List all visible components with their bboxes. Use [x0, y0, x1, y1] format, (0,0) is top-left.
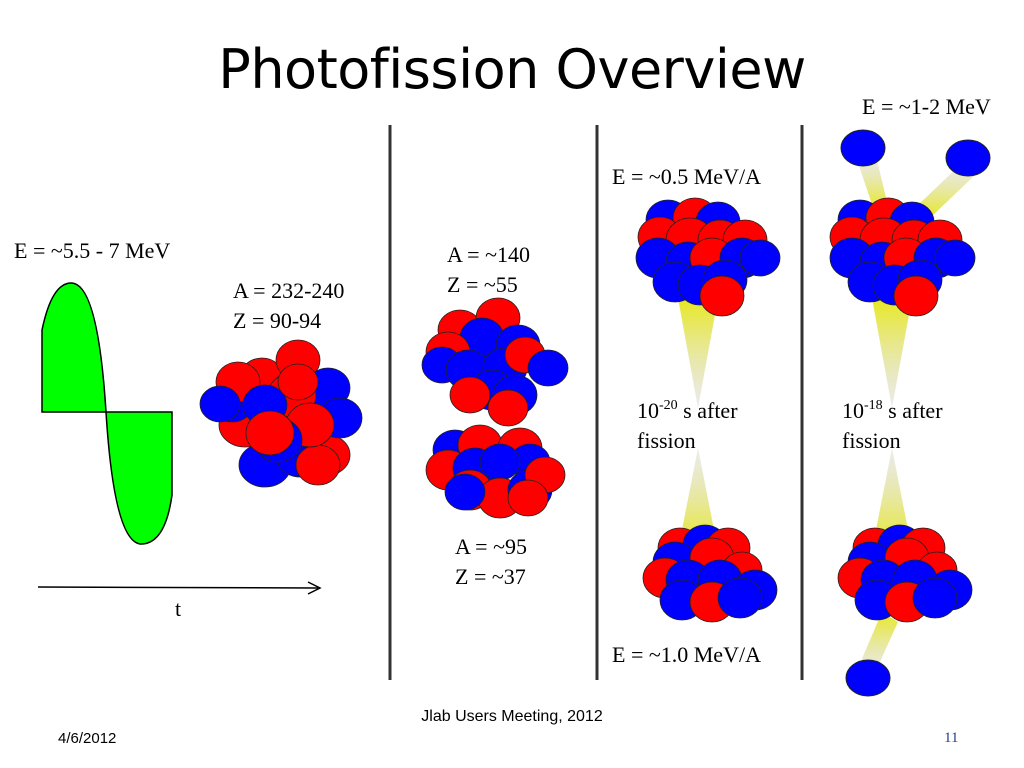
time-label-late: 10-18 s after — [842, 398, 943, 423]
target-charge-label: Z = 90-94 — [233, 308, 321, 333]
proton-sphere — [245, 410, 295, 456]
proton-sphere — [295, 444, 341, 486]
proton-sphere — [893, 275, 939, 317]
light-mass-label: A = ~95 — [455, 534, 527, 559]
heavy-fragment-late — [829, 197, 976, 317]
time-label-late-exponent: -18 — [864, 398, 883, 413]
footer-page-number: 11 — [944, 730, 959, 746]
neutron-trail-3 — [858, 612, 898, 675]
proton-sphere — [699, 275, 745, 317]
proton-sphere — [487, 389, 529, 427]
neutron-sphere — [934, 239, 976, 277]
neutron-trail-2 — [918, 165, 975, 218]
heavy-fragment-early — [635, 197, 781, 317]
emission-cone-2 — [678, 448, 718, 550]
neutron-sphere — [527, 349, 569, 387]
neutron-sphere — [912, 577, 958, 619]
time-axis-label: t — [175, 596, 181, 621]
heavy-mass-label: A = ~140 — [447, 242, 530, 267]
time-label-early: 10-20 s after — [637, 398, 738, 423]
neutron-sphere — [717, 577, 763, 619]
time-label-early-tail: s after — [678, 398, 739, 423]
neutron-sphere — [199, 385, 241, 423]
neutron-energy-label: E = ~1-2 MeV — [862, 94, 991, 119]
time-label-late-base: 10 — [842, 398, 864, 423]
time-label-early-exponent: -20 — [659, 398, 678, 413]
emission-cone-3 — [872, 298, 912, 408]
light-charge-label: Z = ~37 — [455, 564, 526, 589]
time-label-early-line2: fission — [637, 428, 696, 453]
proton-sphere — [277, 363, 319, 401]
time-label-late-tail: s after — [883, 398, 944, 423]
slide-title: Photofission Overview — [218, 38, 806, 101]
footer-event: Jlab Users Meeting, 2012 — [421, 708, 603, 725]
time-arrow — [37, 581, 322, 595]
proton-sphere — [449, 376, 491, 414]
emission-cone-1 — [678, 298, 718, 408]
light-fragment-late — [837, 524, 973, 623]
splitting-nucleus-lower — [425, 424, 566, 519]
emission-cone-4 — [872, 448, 912, 550]
heavy-charge-label: Z = ~55 — [447, 272, 518, 297]
neutron-sphere — [479, 443, 521, 481]
emitted-neutron-3 — [845, 659, 891, 697]
time-label-late-line2: fission — [842, 428, 901, 453]
time-label-early-base: 10 — [637, 398, 659, 423]
neutron-sphere — [444, 473, 486, 511]
splitting-nucleus-upper — [421, 297, 569, 427]
neutron-sphere — [739, 239, 781, 277]
target-nucleus — [199, 339, 363, 488]
light-fragment-early — [642, 524, 778, 623]
emitted-neutron-2 — [945, 139, 991, 177]
heavy-excitation-label: E = ~0.5 MeV/A — [612, 164, 761, 189]
proton-sphere — [507, 479, 549, 517]
photon-energy-label: E = ~5.5 - 7 MeV — [14, 238, 170, 263]
emitted-neutron-1 — [840, 129, 886, 167]
neutron-trail-1 — [857, 156, 888, 210]
footer-date: 4/6/2012 — [58, 730, 117, 747]
light-excitation-label: E = ~1.0 MeV/A — [612, 642, 761, 667]
photon-wave — [41, 282, 173, 545]
target-mass-label: A = 232-240 — [233, 278, 344, 303]
